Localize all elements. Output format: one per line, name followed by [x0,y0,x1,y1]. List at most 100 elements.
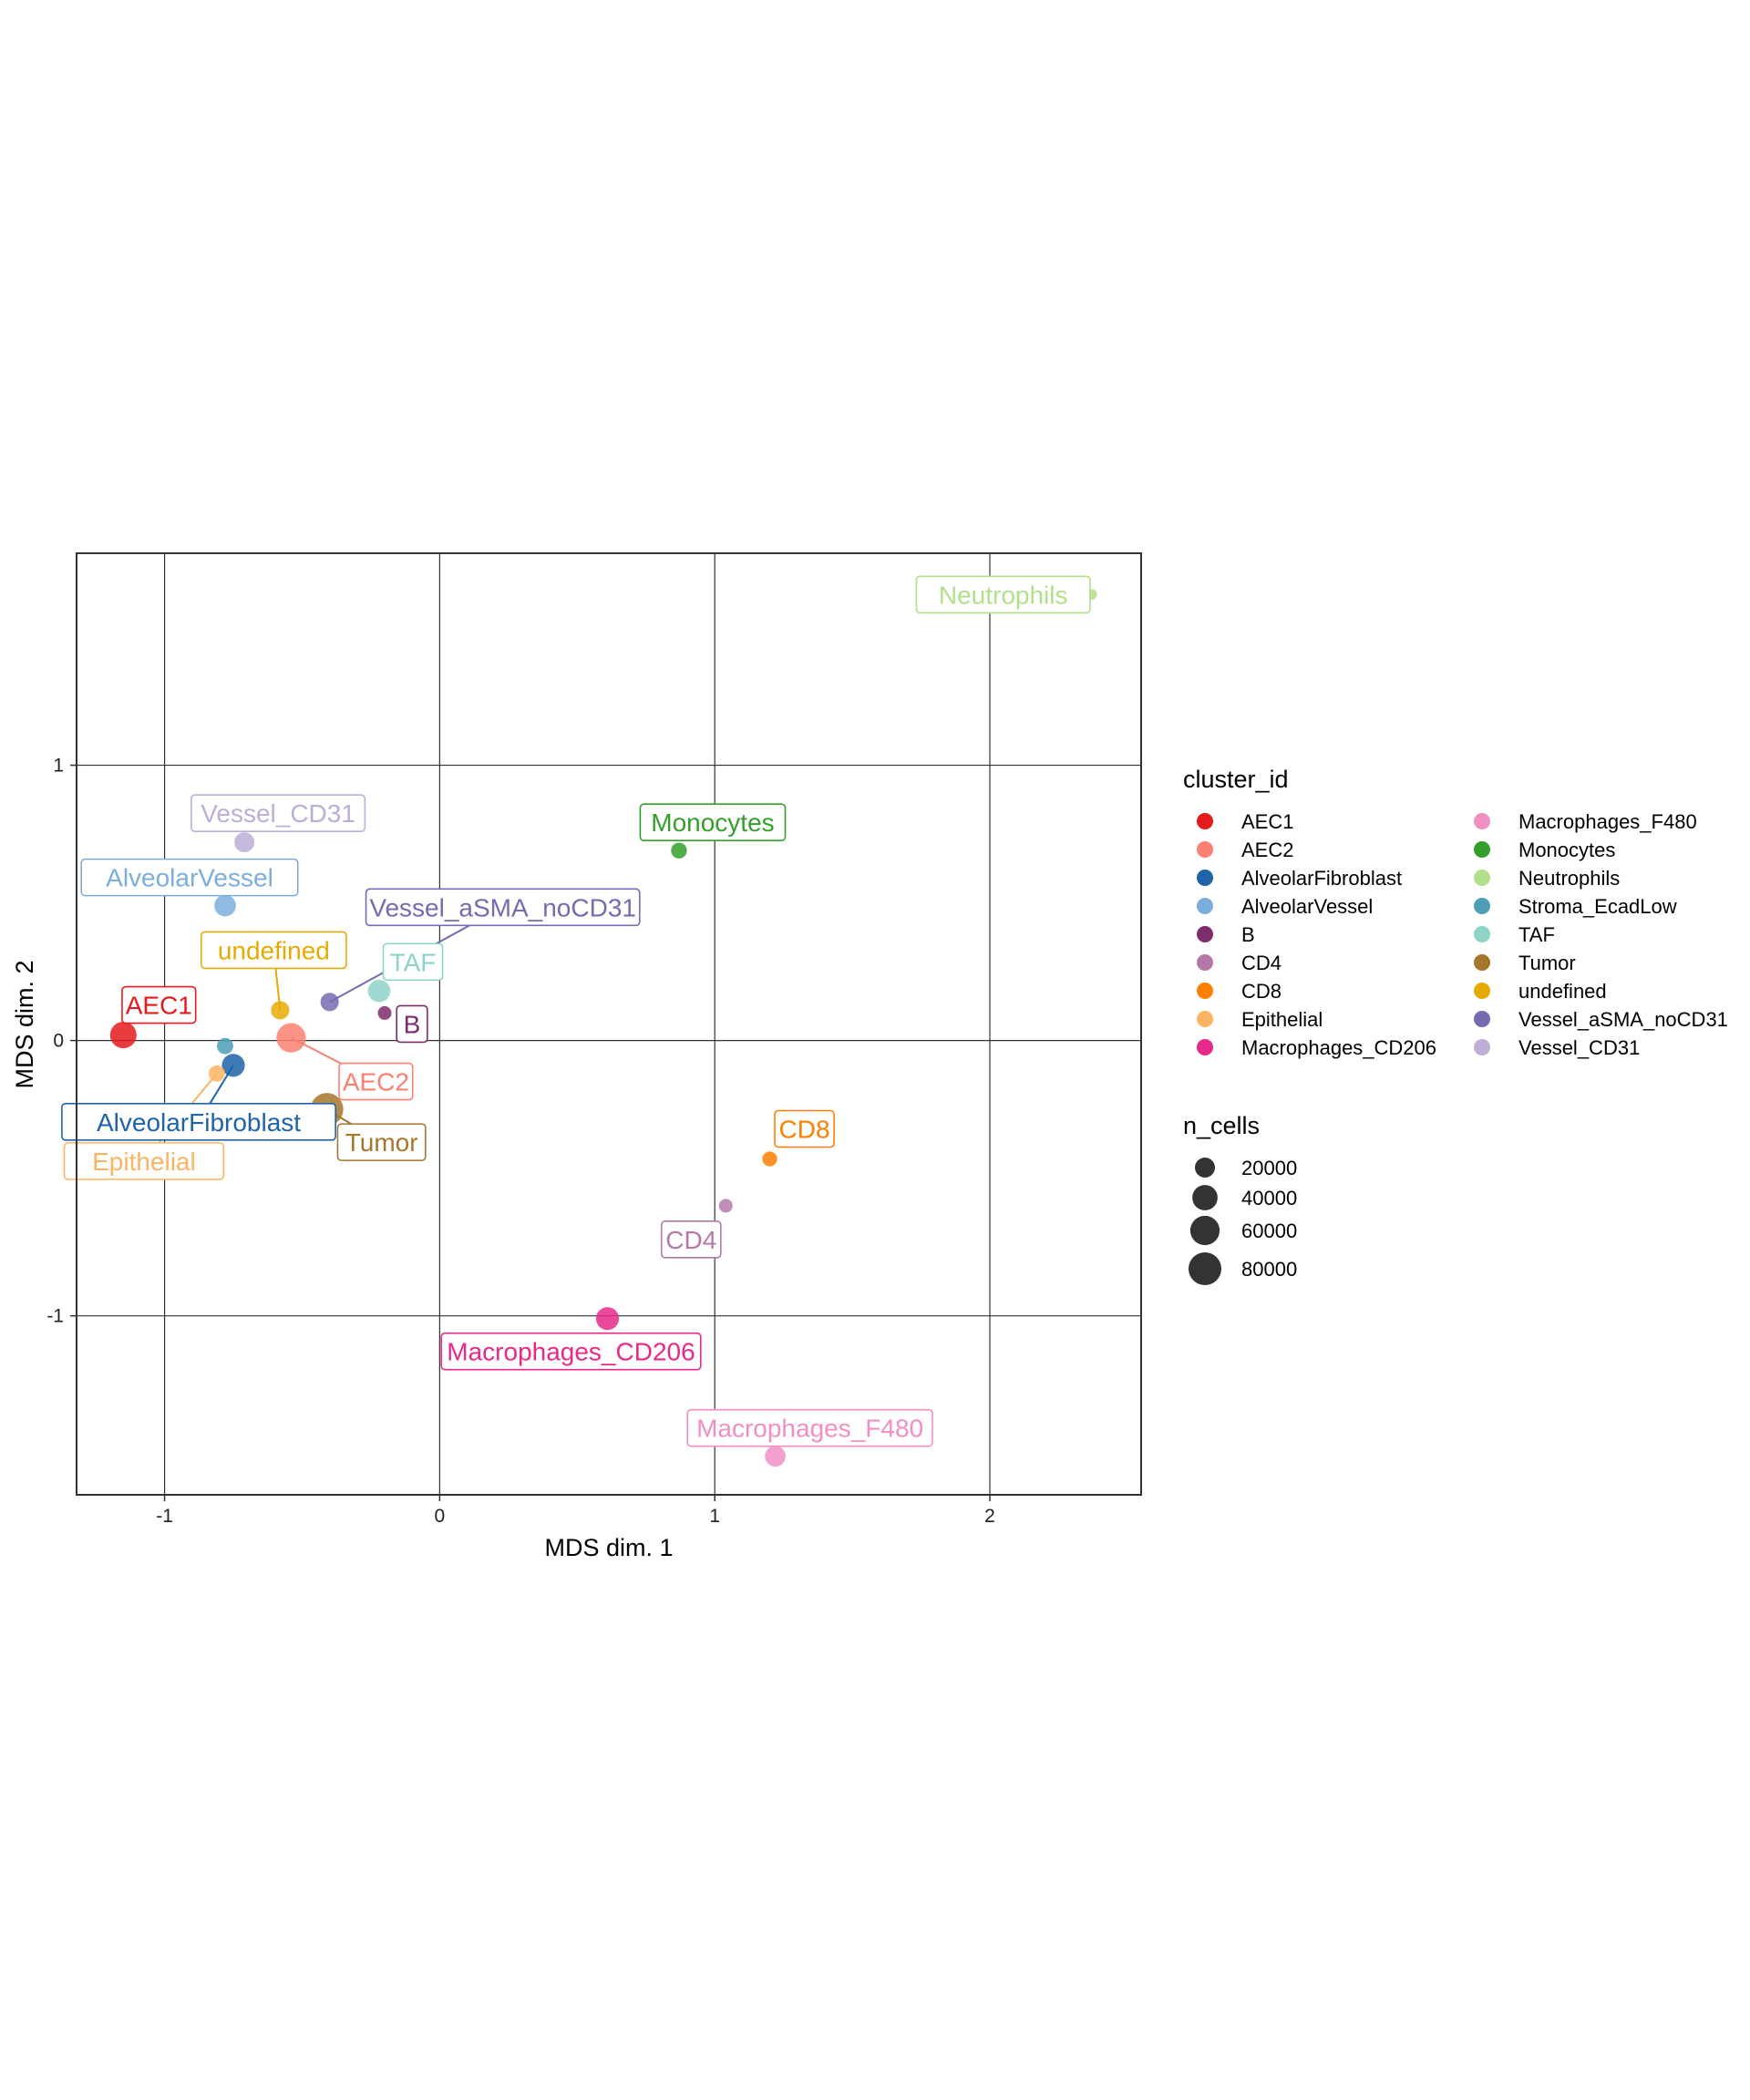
grid-lines [77,553,1141,1495]
label-alveolarvessel: AlveolarVessel [106,864,273,892]
y-tick-label: 0 [53,1031,64,1052]
legend-swatch-aec1 [1197,813,1213,829]
label-taf: TAF [390,948,437,976]
label-vessel-cd31: Vessel_CD31 [201,799,355,828]
legend-swatch-macrophages-f480 [1474,813,1490,829]
legend-label-aec2: AEC2 [1241,839,1293,861]
label-box-vessel-asma-nocd31 [365,888,641,927]
color-legend-items: AEC1 AEC2 AlveolarFibroblast AlveolarVessel… [1197,810,1728,1059]
point-macrophages-cd206 [595,1307,620,1331]
legend-swatch-vessel-cd31 [1474,1039,1490,1055]
point-aec2 [276,1023,306,1053]
label-box-tumor [336,1123,427,1161]
label-box-macrophages-cd206 [440,1332,702,1371]
label-neutrophils: Neutrophils [939,581,1068,609]
legend-swatch-taf [1474,926,1490,942]
legend-label-tumor: Tumor [1518,952,1576,974]
label-alveolarfibroblast: AlveolarFibroblast [97,1108,301,1137]
legend-swatch-cd8 [1197,983,1213,999]
legend-swatch-cd4 [1197,954,1213,971]
size-swatch-60000 [1189,1215,1220,1246]
legend-label-macrophages-f480: Macrophages_F480 [1518,810,1697,833]
label-macrophages-f480: Macrophages_F480 [696,1415,923,1443]
size-label-60000: 60000 [1241,1220,1297,1242]
point-cd4 [718,1199,733,1213]
label-cd4: CD4 [665,1226,716,1254]
label-monocytes: Monocytes [651,808,774,837]
legend: cluster_id AEC1 AEC2 AlveolarFibroblast Alv… [1183,766,1728,1285]
size-label-40000: 40000 [1241,1187,1297,1210]
legend-label-macrophages-cd206: Macrophages_CD206 [1241,1036,1436,1059]
label-box-vessel-cd31 [190,794,366,832]
legend-label-vessel-asma-nocd31: Vessel_aSMA_noCD31 [1518,1008,1728,1031]
legend-label-alveolarvessel: AlveolarVessel [1241,895,1373,918]
legend-label-monocytes: Monocytes [1518,839,1615,861]
label-box-alveolarfibroblast [61,1103,336,1141]
legend-swatch-undefined [1474,983,1490,999]
point-vessel-cd31 [234,832,255,853]
legend-label-aec1: AEC1 [1241,810,1293,833]
size-swatch-40000 [1192,1185,1218,1210]
label-aec2: AEC2 [343,1068,409,1096]
label-box-cd8 [774,1109,835,1148]
label-tumor: Tumor [345,1128,418,1157]
legend-swatch-alveolarfibroblast [1197,870,1213,886]
label-box-b [396,1004,428,1044]
label-box-aec1 [121,985,197,1024]
label-box-aec2 [338,1062,414,1101]
legend-swatch-stroma-ecadlow [1474,898,1490,914]
y-axis-ticks: -1 0 1 [46,756,77,1327]
point-monocytes [671,842,687,859]
legend-swatch-b [1197,926,1213,942]
label-box-undefined [200,931,347,970]
size-swatch-20000 [1195,1158,1215,1178]
label-undefined: undefined [218,936,330,964]
legend-swatch-tumor [1474,954,1490,971]
legend-label-cd4: CD4 [1241,952,1282,974]
label-cd8: CD8 [779,1116,830,1144]
point-aec1 [109,1022,137,1049]
legend-swatch-alveolarvessel [1197,898,1213,914]
x-axis-ticks: -1 0 1 2 [156,1495,995,1527]
legend-label-taf: TAF [1518,923,1555,946]
legend-label-vessel-cd31: Vessel_CD31 [1518,1036,1640,1059]
point-vessel-asma-nocd31 [320,993,339,1012]
x-tick-label: 2 [984,1506,995,1527]
label-b: B [404,1010,421,1038]
size-label-20000: 20000 [1241,1157,1297,1179]
legend-label-stroma-ecadlow: Stroma_EcadLow [1518,895,1677,918]
point-alveolarvessel [214,894,236,917]
size-label-80000: 80000 [1241,1258,1297,1281]
label-box-epithelial [63,1142,225,1180]
point-b [377,1005,392,1020]
x-tick-label: 0 [435,1506,446,1527]
color-legend-title: cluster_id [1183,766,1289,793]
label-vessel-asma-nocd31: Vessel_aSMA_noCD31 [369,893,636,921]
label-epithelial: Epithelial [92,1148,196,1176]
legend-label-alveolarfibroblast: AlveolarFibroblast [1241,867,1402,890]
label-box-taf [382,942,444,982]
legend-label-undefined: undefined [1518,980,1607,1003]
legend-swatch-neutrophils [1474,870,1490,886]
label-macrophages-cd206: Macrophages_CD206 [447,1338,695,1366]
legend-swatch-monocytes [1474,841,1490,858]
label-box-monocytes [639,803,787,842]
legend-swatch-vessel-asma-nocd31 [1474,1011,1490,1027]
point-taf [367,979,391,1003]
label-aec1: AEC1 [126,992,192,1020]
legend-label-epithelial: Epithelial [1241,1008,1323,1031]
point-labels: AEC1 AEC2 AlveolarFibroblast AlveolarVessel… [61,575,1091,1447]
label-box-alveolarvessel [80,858,299,897]
size-legend-items: 20000 40000 60000 80000 [1189,1157,1297,1285]
legend-swatch-macrophages-cd206 [1197,1039,1213,1055]
point-macrophages-f480 [765,1446,786,1467]
label-box-cd4 [660,1220,722,1259]
legend-label-cd8: CD8 [1241,980,1282,1003]
y-tick-label: 1 [53,756,64,777]
point-cd8 [762,1151,777,1167]
legend-label-neutrophils: Neutrophils [1518,867,1620,890]
x-tick-label: -1 [156,1506,173,1527]
size-legend-title: n_cells [1183,1112,1260,1139]
y-tick-label: -1 [46,1306,64,1327]
